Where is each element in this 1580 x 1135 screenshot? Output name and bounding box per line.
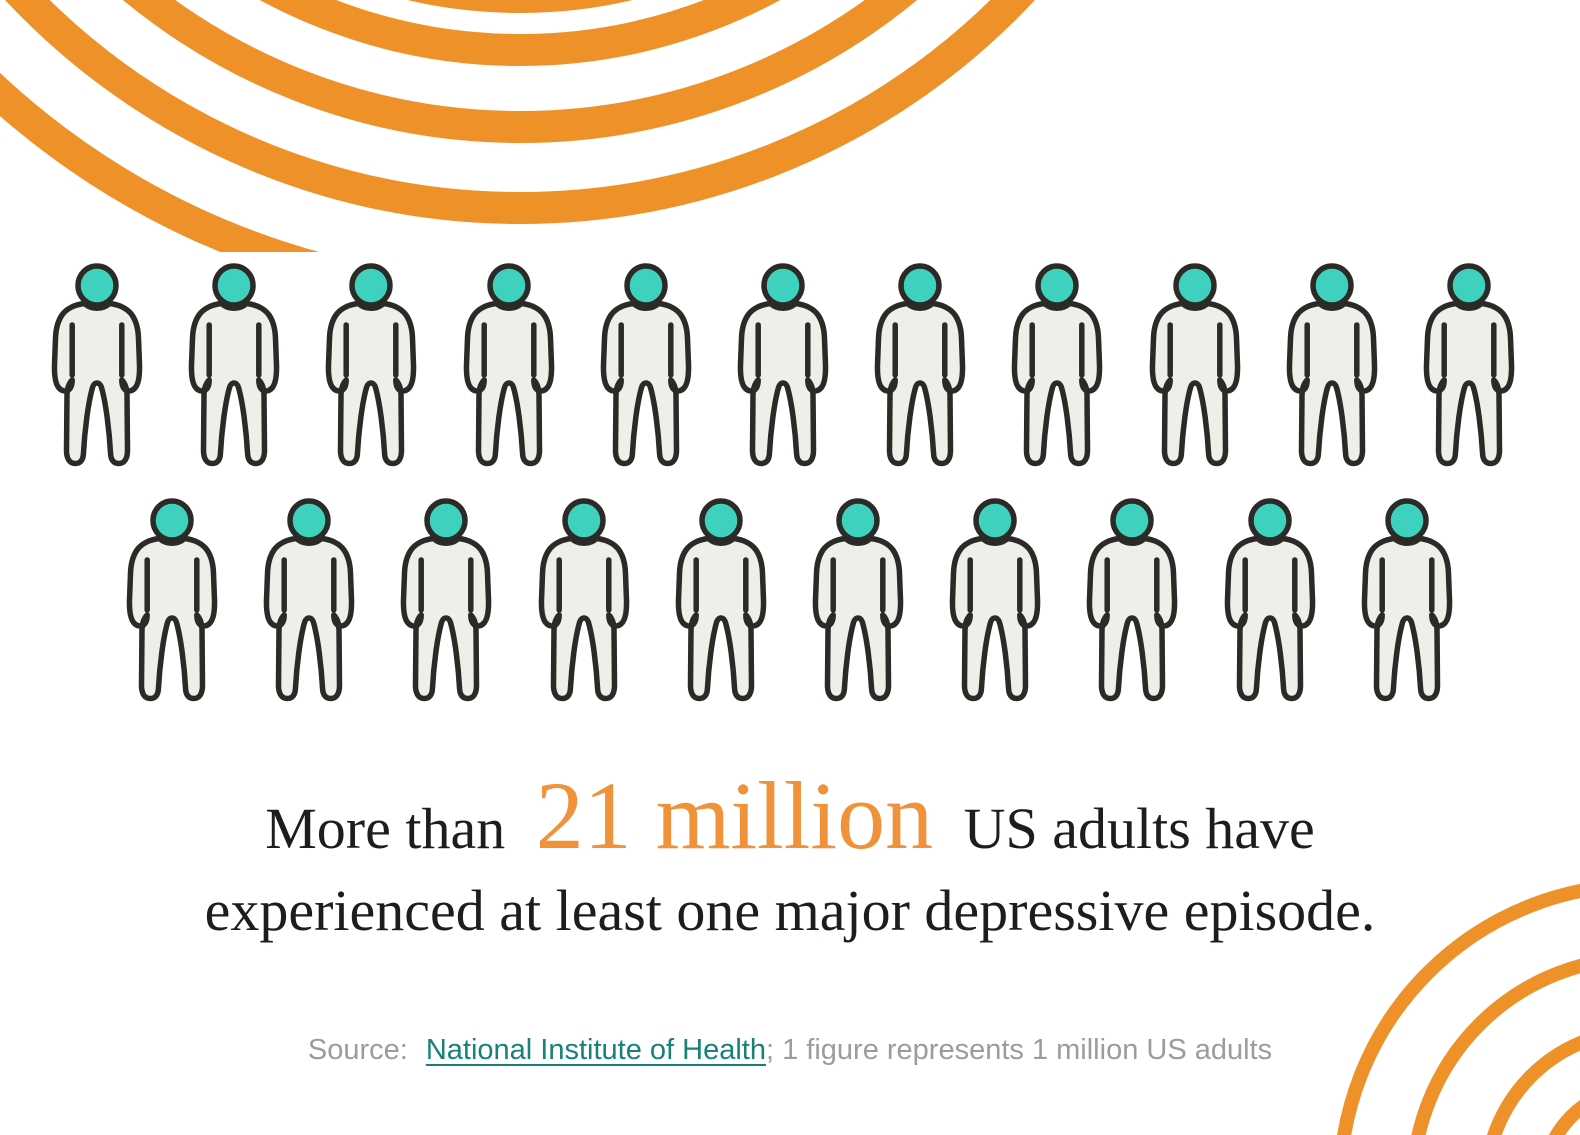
person-figure <box>1010 263 1104 473</box>
headline-highlight-value: 21 million <box>535 762 934 869</box>
source-line: Source: National Institute of Health; 1 f… <box>0 1034 1580 1067</box>
person-figure <box>873 263 967 473</box>
person-figure <box>674 498 768 708</box>
person-figure <box>187 263 281 473</box>
source-note: ; 1 figure represents 1 million US adult… <box>765 1034 1273 1066</box>
person-figure <box>1148 263 1242 473</box>
person-figure <box>599 263 693 473</box>
person-figure <box>125 498 219 708</box>
person-figure <box>1360 498 1454 708</box>
person-figure <box>262 498 356 708</box>
person-figure <box>324 263 418 473</box>
person-figure <box>736 263 830 473</box>
person-figure <box>537 498 631 708</box>
person-figure <box>50 263 144 473</box>
headline-line-2: experienced at least one major depressiv… <box>204 878 1376 943</box>
person-figure <box>399 498 493 708</box>
person-figure <box>462 263 556 473</box>
headline-prefix: More than <box>265 796 506 861</box>
headline-suffix: US adults have <box>963 796 1315 861</box>
headline-line-1: More than 21 million US adults have <box>0 760 1580 871</box>
headline: More than 21 million US adults have expe… <box>0 760 1580 944</box>
source-link[interactable]: National Institute of Health <box>425 1034 766 1066</box>
person-figure <box>1285 263 1379 473</box>
person-figure <box>1422 263 1516 473</box>
top-left-arcs-decoration <box>0 0 1035 252</box>
person-figure <box>811 498 905 708</box>
source-label: Source: <box>307 1034 408 1066</box>
person-figure <box>1223 498 1317 708</box>
person-figure <box>1085 498 1179 708</box>
person-figure <box>948 498 1042 708</box>
